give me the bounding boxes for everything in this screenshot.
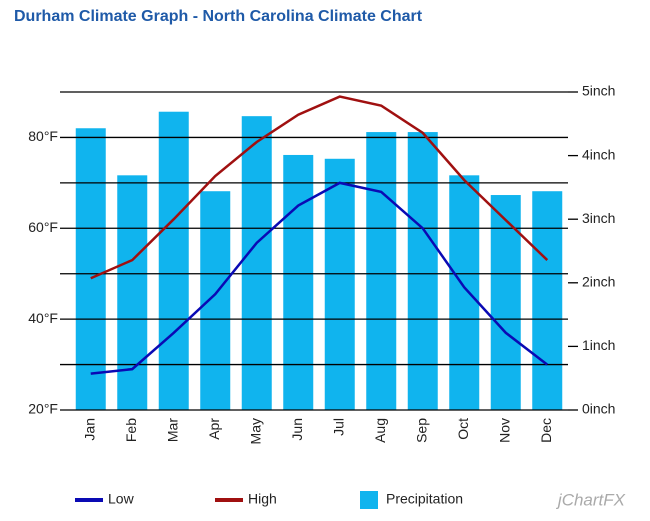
x-tick-label: Dec — [538, 418, 554, 443]
watermark: jChartFX — [556, 490, 626, 509]
chart-title: Durham Climate Graph - North Carolina Cl… — [14, 8, 423, 25]
y2-tick-label: 2inch — [582, 274, 615, 290]
y2-tick-label: 4inch — [582, 146, 615, 162]
line-series — [90, 181, 549, 375]
x-tick-label: Aug — [372, 418, 388, 443]
bar — [117, 175, 148, 410]
y-tick-label: 40°F — [28, 310, 58, 326]
x-tick-label: Jan — [81, 418, 97, 441]
x-tick-label: Apr — [206, 418, 222, 440]
legend-swatch — [360, 491, 378, 509]
bar — [449, 175, 480, 410]
legend-label: Low — [108, 491, 135, 507]
x-tick-label: Nov — [496, 418, 512, 443]
bar — [283, 154, 314, 410]
y-tick-label: 20°F — [28, 401, 58, 417]
bar — [200, 191, 231, 410]
line-series — [90, 95, 549, 280]
y2-tick-label: 0inch — [582, 401, 615, 417]
x-tick-label: Feb — [123, 418, 139, 442]
x-tick-label: May — [247, 418, 263, 444]
bar — [324, 158, 355, 410]
x-tick-label: Oct — [455, 418, 471, 440]
legend-label: High — [248, 491, 277, 507]
bar — [490, 195, 521, 410]
bar — [158, 111, 189, 410]
y2-tick-label: 3inch — [582, 210, 615, 226]
bar — [241, 116, 272, 410]
y-tick-label: 80°F — [28, 128, 58, 144]
x-tick-label: Sep — [413, 418, 429, 443]
x-tick-label: Jul — [330, 418, 346, 436]
y2-tick-label: 5inch — [582, 83, 615, 99]
bar — [407, 132, 438, 410]
x-tick-label: Mar — [164, 418, 180, 442]
x-tick-label: Jun — [289, 418, 305, 441]
bar — [366, 132, 397, 410]
y2-tick-label: 1inch — [582, 337, 615, 353]
bar — [75, 128, 106, 410]
legend-label: Precipitation — [386, 491, 463, 507]
bar — [532, 191, 563, 410]
y-tick-label: 60°F — [28, 219, 58, 235]
